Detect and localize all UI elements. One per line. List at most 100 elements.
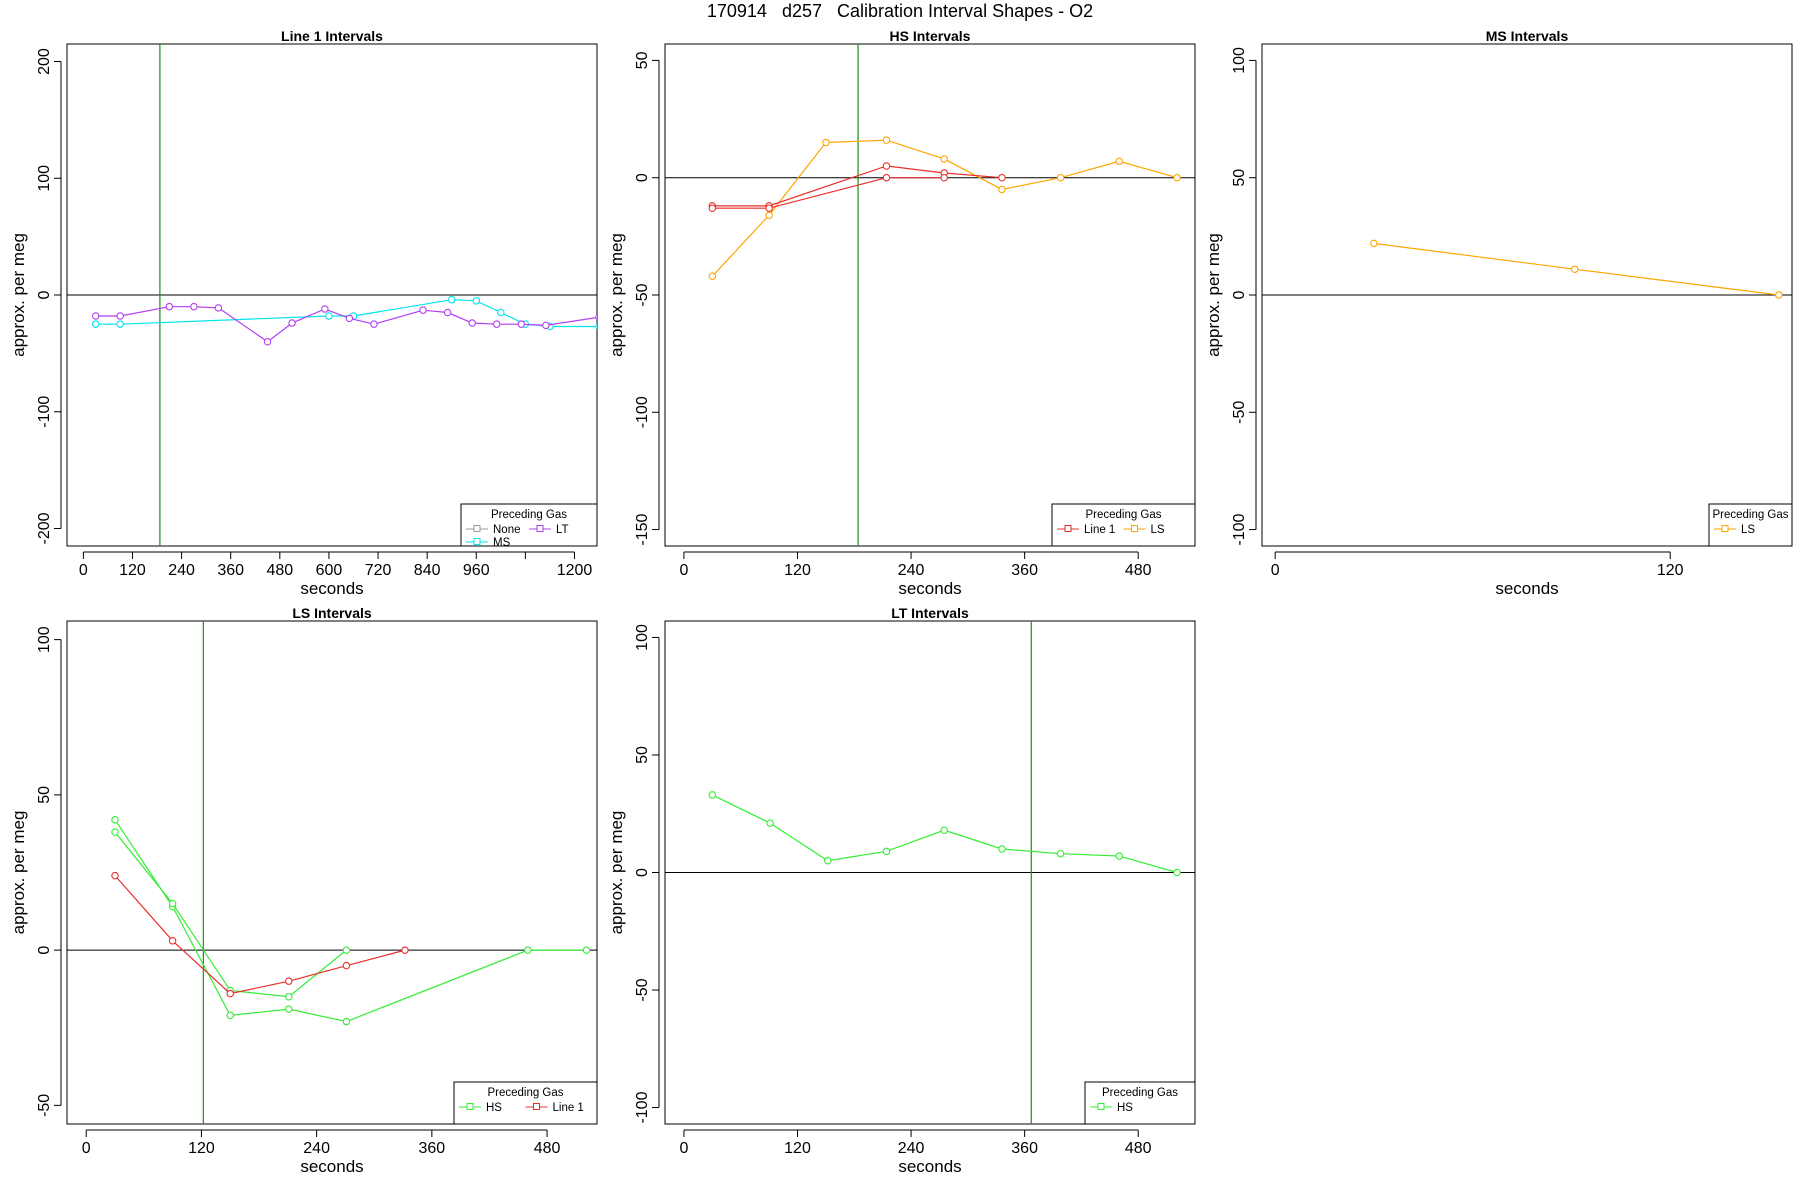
x-tick-label: 600 [316,562,343,579]
x-tick-label: 480 [1125,562,1152,579]
legend-entry-label: Line 1 [553,1102,584,1114]
legend-swatch-marker [536,525,544,532]
x-tick-label: 120 [1657,562,1684,579]
data-point [370,320,378,328]
data-point [226,1011,234,1020]
data-point [447,295,456,304]
y-tick-label: -50 [36,1094,53,1117]
data-point [595,314,597,321]
data-point [542,321,550,330]
y-axis-label: approx. per meg [607,233,626,357]
legend-swatch-marker [473,538,481,545]
y-axis-label: approx. per meg [1204,233,1223,357]
y-tick-label: 0 [634,173,651,182]
data-point [765,211,773,219]
y-axis-label: approx. per meg [607,811,626,935]
legend-box [453,1081,598,1125]
data-point [1115,852,1124,860]
data-point [998,185,1006,194]
x-tick-label: 120 [784,562,811,579]
legend-entry-label: HS [486,1102,502,1114]
x-tick-label: 120 [784,1140,811,1157]
series-line-line-1 [712,177,945,209]
data-point [882,136,891,144]
data-point [1056,173,1065,182]
x-tick-label: 360 [1011,562,1038,579]
y-tick-label: -100 [634,396,651,428]
data-point [285,992,293,1001]
data-point [472,297,481,305]
data-point [321,305,329,313]
y-tick-label: -50 [634,283,651,306]
data-point [443,308,452,317]
data-point [492,320,501,328]
plot-frame [66,620,598,1125]
legend-title: Preceding Gas [1085,509,1161,521]
data-point [708,272,717,280]
data-point [419,306,427,314]
data-point [1173,868,1181,877]
series-line-line-1 [114,875,406,995]
x-tick-label: 480 [1125,1140,1152,1157]
x-tick-label: 480 [534,1140,561,1157]
legend-swatch-marker [466,1103,474,1110]
y-tick-label: 50 [36,786,53,804]
y-axis-label: approx. per meg [9,233,28,357]
x-tick-label: 0 [679,562,688,579]
data-point [708,791,717,799]
legend-swatch-marker [1131,525,1138,532]
data-point [1115,157,1124,166]
data-point [1173,173,1181,182]
data-point [285,977,293,985]
x-tick-label: 240 [898,1140,925,1157]
legend: Preceding Gas Line 1 LS [1051,503,1196,547]
legend-entry-label: HS [1117,1102,1133,1114]
legend-swatch-marker [533,1103,540,1110]
y-tick-label: 50 [1231,169,1248,187]
data-point [342,946,351,954]
data-point [497,308,505,317]
data-point [401,946,409,954]
legend: Preceding Gas None LT MS [460,503,598,549]
x-tick-label: 480 [266,562,293,579]
chart-panel-3: MS Intervals 0 120 seconds -100 -50 0 50 100 appr… [1204,28,1793,598]
legend-swatch-marker [1097,1103,1105,1110]
chart-panel-4: LS Intervals 0 120 240 360 480 seconds -50 0 50 10… [9,605,598,1176]
y-tick-label: 0 [36,946,53,955]
y-tick-label: -100 [1231,513,1248,545]
data-point [882,173,891,182]
y-tick-label: -100 [36,396,53,428]
data-point [214,304,223,312]
data-point [517,320,526,328]
x-tick-label: 0 [82,1140,91,1157]
legend-title: Preceding Gas [1712,509,1788,521]
y-axis-label: approx. per meg [9,811,28,935]
data-point [190,302,198,311]
chart-panel-5: LT Intervals 0 120 240 360 480 seconds -100 -50 0… [607,605,1196,1176]
plot-frame [664,43,1196,547]
x-tick-label: 120 [188,1140,215,1157]
plot-area [67,44,597,546]
y-tick-label: -150 [634,513,651,545]
y-tick-label: 0 [1231,290,1248,299]
data-point [116,320,124,328]
data-point [342,1017,351,1026]
y-tick-label: 0 [36,290,53,299]
legend: Preceding Gas LS [1708,503,1793,547]
data-point [345,314,354,323]
data-point [708,204,717,212]
data-point [111,871,119,880]
data-point [342,961,351,970]
legend-entry-label: Line 1 [1084,524,1115,536]
series-line-hs [114,819,587,1023]
x-axis-label: seconds [300,1157,363,1176]
x-axis-label: seconds [300,579,363,598]
y-tick-label: 100 [634,624,651,651]
data-point [165,302,174,311]
figure-title: 170914 d257 Calibration Interval Shapes … [706,1,1094,21]
x-tick-label: 720 [365,562,392,579]
legend-entry-label: LS [1151,524,1165,536]
legend: Preceding Gas HS [1084,1081,1196,1125]
data-point [824,856,832,865]
